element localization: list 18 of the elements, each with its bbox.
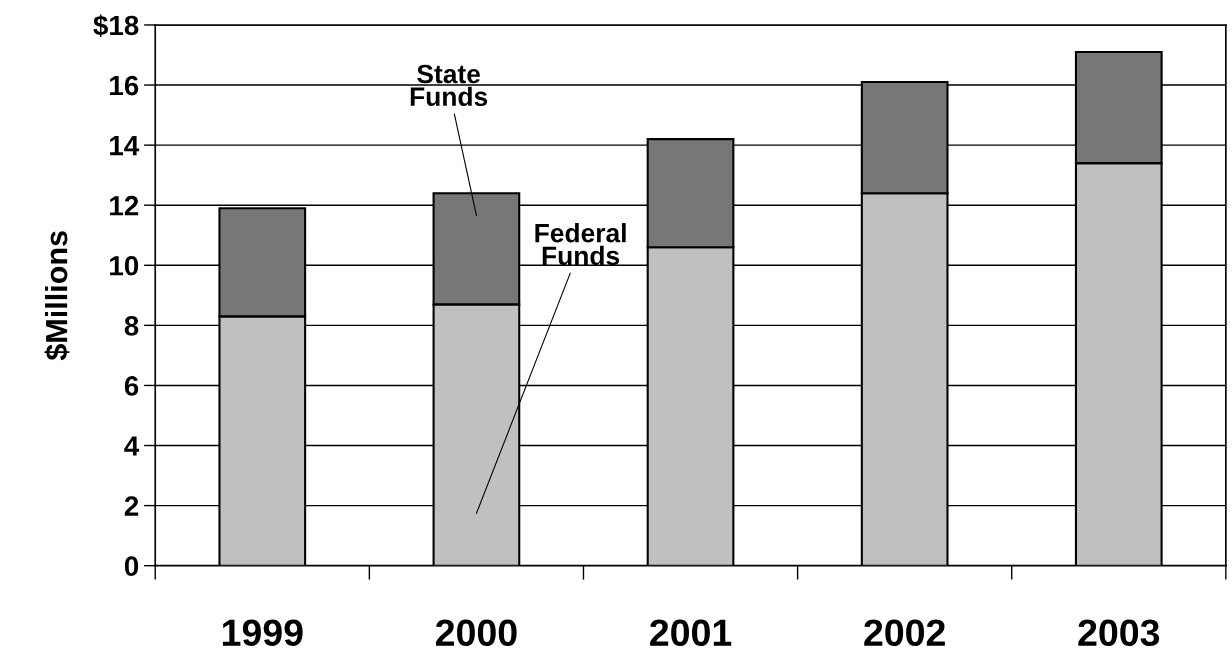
y-tick-label: 16: [110, 75, 139, 96]
y-tick-label: 10: [110, 255, 139, 276]
y-tick-label: 14: [110, 136, 140, 156]
y-tick-label: 6: [124, 376, 139, 396]
y-axis-title: $Millions: [44, 231, 70, 361]
y-tick-label: 4: [124, 436, 140, 456]
text: State Funds: [410, 64, 488, 107]
x-tick-label: 2001: [650, 619, 732, 646]
x-tick-label: 2000: [436, 619, 517, 646]
y-tick-label: 0: [124, 556, 139, 577]
y-tick-label: 12: [110, 195, 139, 216]
x-tick-label: 2003: [1078, 619, 1160, 647]
x-tick-label: 1999: [222, 619, 303, 646]
y-tick-label: 8: [124, 316, 139, 336]
y-tick-label: 2: [124, 496, 139, 516]
y-tick-label: $18: [93, 14, 139, 38]
series-label: Federal Funds: [535, 223, 626, 266]
x-tick-label: 2002: [864, 619, 945, 646]
